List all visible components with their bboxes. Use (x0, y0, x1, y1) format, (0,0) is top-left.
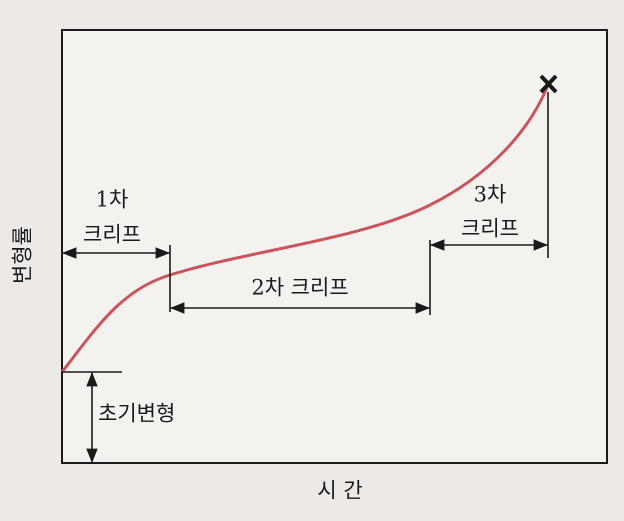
stage-label: 크리프 (461, 217, 519, 241)
stage-label: 2차 크리프 (251, 276, 348, 300)
rupture-mark (539, 74, 558, 94)
initial-strain-label: 초기변형 (98, 402, 175, 426)
plot-frame (61, 29, 608, 464)
x-axis-label: 시 간 (317, 479, 362, 503)
stage-label: 크리프 (83, 223, 141, 247)
stage-label: 3차 (474, 183, 507, 207)
creep-curve (60, 84, 550, 373)
stage-label: 1차 (96, 188, 129, 212)
y-axis-label: 변형률 (11, 226, 35, 284)
